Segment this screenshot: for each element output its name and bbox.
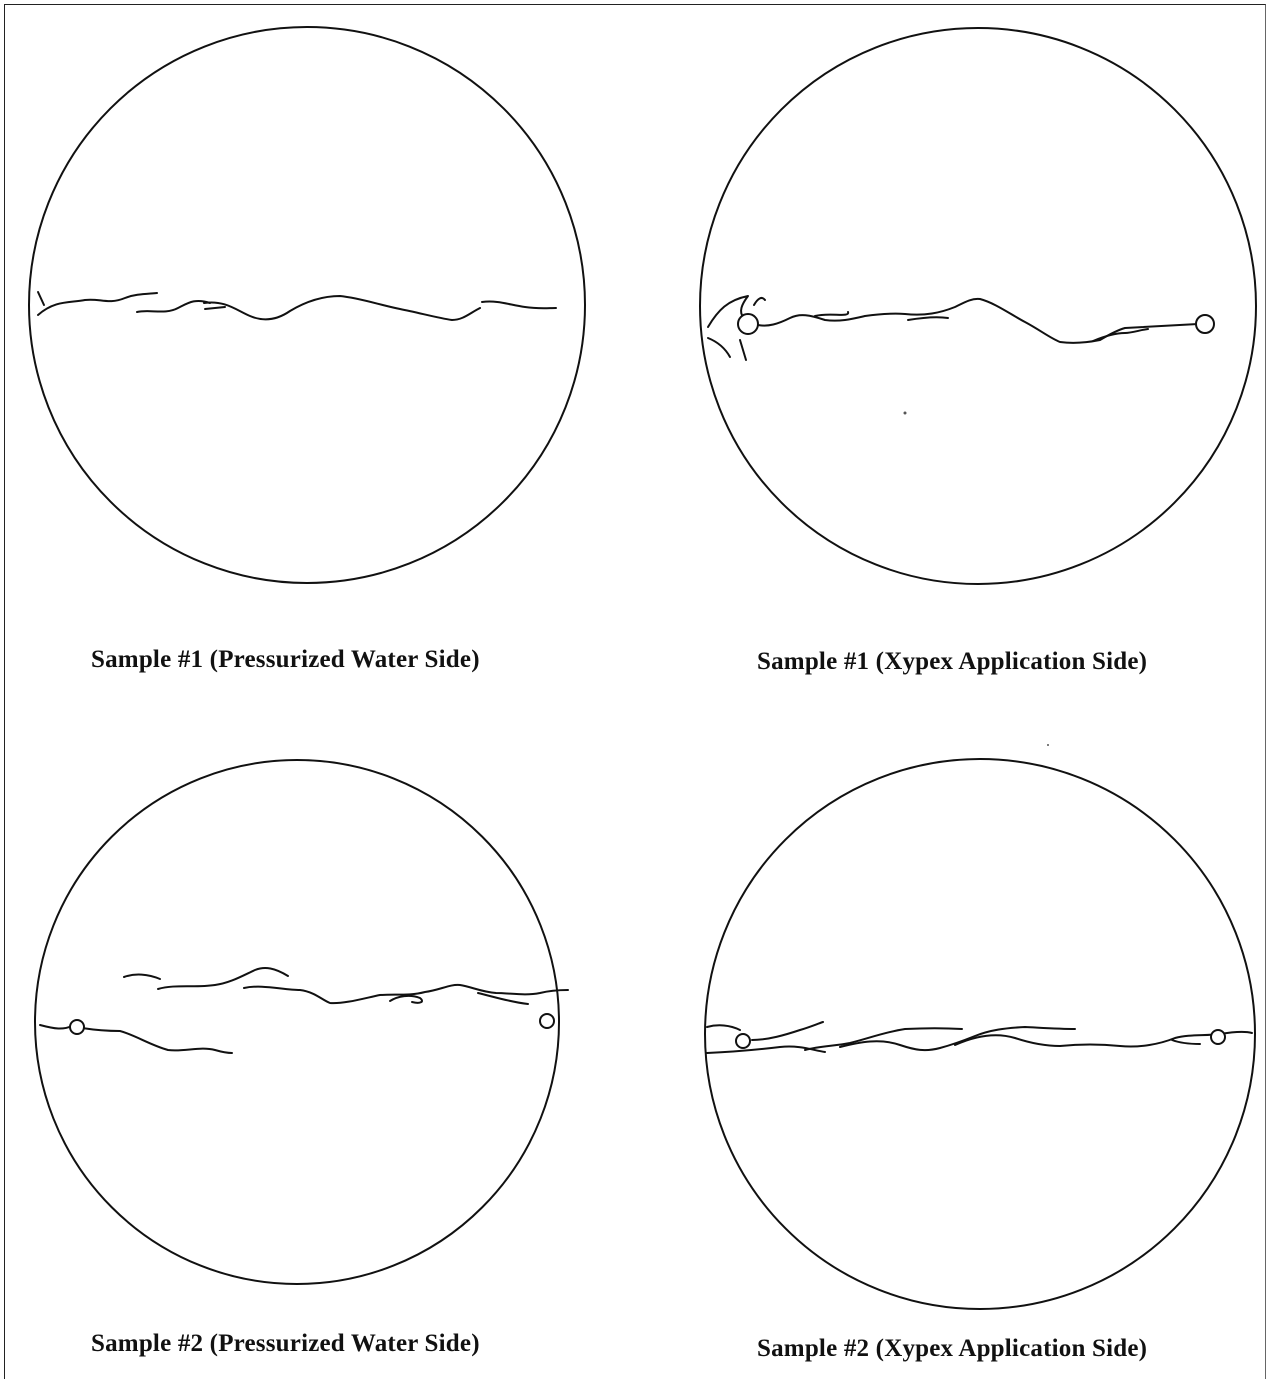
caption-sample1-water: Sample #1 (Pressurized Water Side) [91,646,480,673]
specimen-outline [34,759,560,1285]
panel-sample1-water-side [28,26,586,584]
panel-sample2-water-side [34,759,569,1285]
void-marker [539,1013,555,1029]
void-marker [1210,1029,1226,1045]
specimen-outline [28,26,586,584]
crack-lines [37,291,557,321]
void-marker [1195,314,1215,334]
void-marker [69,1019,85,1035]
caption-sample1-xypex: Sample #1 (Xypex Application Side) [757,648,1148,675]
figure-frame [4,4,1266,1379]
caption-sample2-water: Sample #2 (Pressurized Water Side) [91,1330,480,1357]
speck [903,411,907,415]
void-marker [737,313,759,335]
specimen-outline [704,758,1256,1310]
crack-lines [707,295,1199,361]
crack-lines [706,1021,1253,1054]
speck [1047,744,1049,746]
panel-sample1-xypex-side [699,27,1257,585]
specimen-outline [699,27,1257,585]
caption-sample2-xypex: Sample #2 (Xypex Application Side) [757,1335,1148,1362]
void-marker [735,1033,751,1049]
crack-lines [39,967,569,1054]
panel-sample2-xypex-side [704,758,1256,1310]
